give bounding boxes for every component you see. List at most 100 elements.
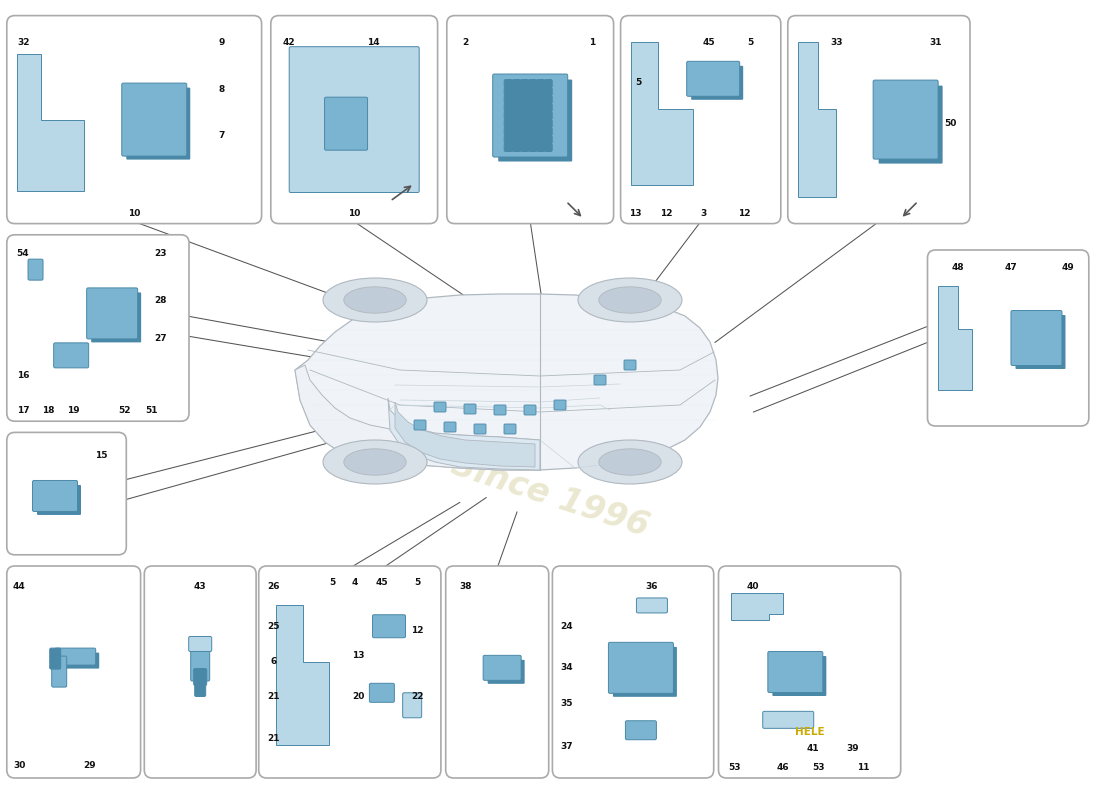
FancyBboxPatch shape [498, 79, 572, 162]
FancyBboxPatch shape [873, 80, 938, 159]
FancyBboxPatch shape [122, 83, 187, 156]
Text: 24: 24 [561, 622, 573, 630]
FancyBboxPatch shape [59, 653, 99, 669]
FancyBboxPatch shape [544, 111, 552, 119]
Text: Since 1996: Since 1996 [447, 449, 653, 543]
Text: 31: 31 [930, 38, 943, 46]
FancyBboxPatch shape [536, 87, 544, 95]
FancyBboxPatch shape [504, 119, 513, 127]
Polygon shape [937, 286, 971, 390]
FancyBboxPatch shape [55, 648, 96, 665]
FancyBboxPatch shape [691, 66, 744, 100]
FancyBboxPatch shape [7, 15, 262, 223]
FancyBboxPatch shape [54, 343, 89, 368]
Text: 26: 26 [267, 582, 279, 591]
FancyBboxPatch shape [620, 15, 781, 223]
Text: 46: 46 [777, 763, 789, 772]
Text: 8: 8 [219, 85, 225, 94]
FancyBboxPatch shape [528, 87, 536, 95]
Text: 13: 13 [352, 651, 365, 660]
FancyBboxPatch shape [513, 111, 520, 119]
FancyBboxPatch shape [536, 111, 544, 119]
Ellipse shape [323, 278, 427, 322]
FancyBboxPatch shape [37, 485, 81, 515]
Text: 48: 48 [952, 263, 964, 272]
Text: 39: 39 [846, 745, 859, 754]
FancyBboxPatch shape [28, 259, 43, 280]
Text: 4: 4 [352, 578, 359, 587]
FancyBboxPatch shape [513, 135, 520, 143]
Text: 21: 21 [267, 734, 279, 743]
FancyBboxPatch shape [544, 127, 552, 135]
FancyBboxPatch shape [536, 119, 544, 127]
FancyBboxPatch shape [768, 651, 823, 693]
FancyBboxPatch shape [544, 143, 552, 151]
Polygon shape [276, 606, 329, 745]
Polygon shape [388, 398, 540, 470]
Text: 1: 1 [588, 38, 595, 46]
FancyBboxPatch shape [528, 127, 536, 135]
Text: 37: 37 [561, 742, 573, 751]
Polygon shape [295, 365, 540, 470]
FancyBboxPatch shape [504, 143, 513, 151]
FancyBboxPatch shape [289, 46, 419, 193]
FancyBboxPatch shape [524, 405, 536, 415]
Text: 5: 5 [415, 578, 420, 587]
Text: 22: 22 [411, 693, 424, 702]
Ellipse shape [578, 278, 682, 322]
Text: 41: 41 [807, 745, 820, 754]
FancyBboxPatch shape [504, 103, 513, 111]
Text: 25: 25 [267, 622, 279, 630]
FancyBboxPatch shape [528, 95, 536, 103]
Text: 51: 51 [145, 406, 157, 414]
FancyBboxPatch shape [536, 79, 544, 87]
Text: 7: 7 [219, 131, 225, 141]
FancyBboxPatch shape [544, 103, 552, 111]
Polygon shape [730, 593, 782, 620]
Text: 38: 38 [460, 582, 472, 591]
FancyBboxPatch shape [513, 103, 520, 111]
FancyBboxPatch shape [434, 402, 446, 412]
Text: 5: 5 [748, 38, 754, 46]
Text: 53: 53 [728, 763, 741, 772]
FancyBboxPatch shape [544, 135, 552, 143]
FancyBboxPatch shape [536, 103, 544, 111]
Text: 40: 40 [746, 582, 759, 591]
FancyBboxPatch shape [520, 111, 528, 119]
Text: 15: 15 [95, 451, 108, 460]
Ellipse shape [598, 449, 661, 475]
FancyBboxPatch shape [1011, 310, 1062, 366]
FancyBboxPatch shape [513, 143, 520, 151]
FancyBboxPatch shape [373, 614, 406, 638]
Text: 50: 50 [944, 119, 956, 128]
Text: 12: 12 [660, 209, 672, 218]
Text: 49: 49 [1062, 263, 1075, 272]
FancyBboxPatch shape [50, 658, 60, 669]
FancyBboxPatch shape [504, 87, 513, 95]
Text: 44: 44 [13, 582, 25, 591]
FancyBboxPatch shape [474, 424, 486, 434]
FancyBboxPatch shape [493, 74, 568, 157]
Text: 5: 5 [635, 78, 641, 87]
FancyBboxPatch shape [513, 79, 520, 87]
Text: 35: 35 [561, 698, 573, 708]
Text: 34: 34 [561, 663, 573, 672]
Text: 5: 5 [329, 578, 336, 587]
Text: 10: 10 [348, 209, 361, 218]
Text: 12: 12 [411, 626, 424, 635]
Text: 29: 29 [82, 761, 96, 770]
FancyBboxPatch shape [504, 424, 516, 434]
Text: 9: 9 [219, 38, 225, 46]
FancyBboxPatch shape [504, 135, 513, 143]
FancyBboxPatch shape [189, 637, 211, 651]
FancyBboxPatch shape [329, 102, 371, 154]
FancyBboxPatch shape [718, 566, 901, 778]
FancyBboxPatch shape [513, 127, 520, 135]
FancyBboxPatch shape [513, 119, 520, 127]
Text: 10: 10 [128, 209, 141, 218]
Ellipse shape [578, 440, 682, 484]
FancyBboxPatch shape [520, 79, 528, 87]
Text: 3: 3 [701, 209, 707, 218]
Text: 20: 20 [352, 693, 365, 702]
FancyBboxPatch shape [544, 87, 552, 95]
